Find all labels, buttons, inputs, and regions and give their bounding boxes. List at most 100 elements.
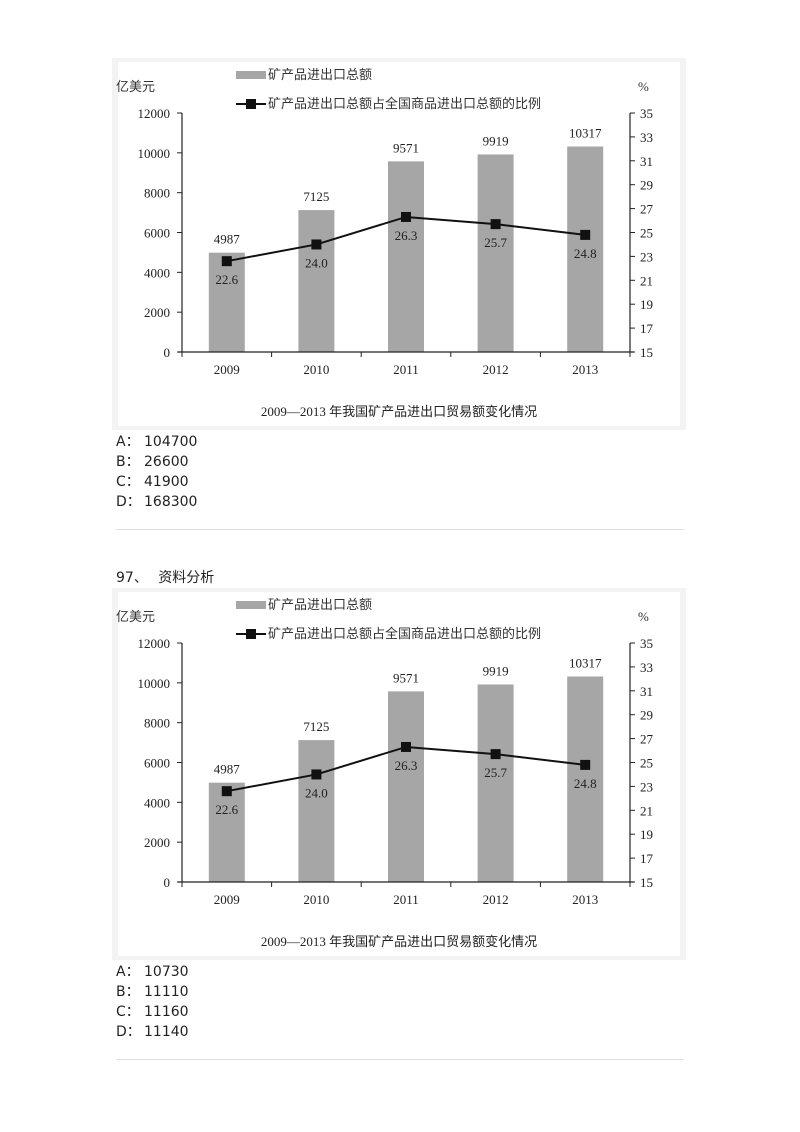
chart-caption: 2009—2013 年我国矿产品进出口贸易额变化情况 xyxy=(261,934,537,949)
x-tick-label: 2009 xyxy=(214,362,240,377)
right-axis-unit: % xyxy=(638,609,649,624)
line-marker-icon xyxy=(580,229,591,240)
bar xyxy=(567,146,604,352)
right-tick-label: 15 xyxy=(640,875,653,890)
line-value-label: 24.0 xyxy=(305,255,328,270)
bar-value-label: 9919 xyxy=(483,663,509,678)
left-tick-label: 8000 xyxy=(144,716,170,731)
line-marker-icon xyxy=(401,211,411,222)
x-tick-label: 2009 xyxy=(214,892,240,907)
bar xyxy=(388,691,424,882)
line-marker-icon xyxy=(311,769,322,780)
left-tick-label: 6000 xyxy=(144,226,170,241)
left-tick-label: 4000 xyxy=(144,795,170,810)
option-b[interactable]: B： 11110 xyxy=(116,982,189,1002)
option-d[interactable]: D： 168300 xyxy=(116,492,197,512)
chart-panel-1: 矿产品进出口总额 矿产品进出口总额占全国商品进出口总额的比例 亿美元% 4987 712… xyxy=(112,58,686,430)
bar-value-label: 10317 xyxy=(569,126,602,141)
left-tick-label: 10000 xyxy=(138,676,171,691)
right-tick-label: 29 xyxy=(640,178,653,193)
left-tick-label: 12000 xyxy=(138,106,171,121)
option-letter: B： xyxy=(116,984,140,1000)
options-list-2: A： 10730 B： 11110 C： 11160 D： 11140 xyxy=(116,962,189,1042)
right-tick-label: 19 xyxy=(640,827,653,842)
option-c[interactable]: C： 41900 xyxy=(116,472,197,492)
right-tick-label: 27 xyxy=(640,732,654,747)
x-tick-label: 2010 xyxy=(303,892,329,907)
bar-value-label: 9571 xyxy=(393,140,419,155)
left-tick-label: 12000 xyxy=(138,636,171,651)
bar xyxy=(567,676,604,882)
left-tick-label: 2000 xyxy=(144,835,170,850)
option-value: 11160 xyxy=(144,1004,189,1020)
option-value: 104700 xyxy=(144,434,198,450)
left-tick-label: 0 xyxy=(164,875,171,890)
options-list-1: A： 104700 B： 26600 C： 41900 D： 168300 xyxy=(116,432,197,512)
legend-line-label: 矿产品进出口总额占全国商品进出口总额的比例 xyxy=(268,626,541,641)
right-tick-label: 21 xyxy=(640,803,653,818)
x-tick-label: 2011 xyxy=(393,892,419,907)
legend-bar-label: 矿产品进出口总额 xyxy=(268,67,372,82)
bar-value-label: 9919 xyxy=(483,133,509,148)
right-tick-label: 27 xyxy=(640,202,654,217)
right-tick-label: 19 xyxy=(640,297,653,312)
chart-caption: 2009—2013 年我国矿产品进出口贸易额变化情况 xyxy=(261,404,537,419)
option-letter: D： xyxy=(116,494,141,510)
line-marker-icon xyxy=(401,741,411,752)
right-tick-label: 29 xyxy=(640,708,653,723)
separator xyxy=(116,529,684,530)
left-axis-unit: 亿美元 xyxy=(116,79,155,94)
legend-line-marker-icon xyxy=(246,629,256,639)
option-d[interactable]: D： 11140 xyxy=(116,1022,189,1042)
legend-bar-swatch-icon xyxy=(236,601,266,609)
bar xyxy=(208,782,245,882)
left-tick-label: 10000 xyxy=(138,146,171,161)
separator xyxy=(116,1059,684,1060)
left-tick-label: 4000 xyxy=(144,265,170,280)
option-value: 41900 xyxy=(144,474,189,490)
option-c[interactable]: C： 11160 xyxy=(116,1002,189,1022)
line-marker-icon xyxy=(490,749,501,760)
line-value-label: 26.3 xyxy=(395,758,418,773)
line-value-label: 26.3 xyxy=(395,228,418,243)
option-letter: C： xyxy=(116,1004,140,1020)
line-value-label: 24.0 xyxy=(305,785,328,800)
bar-value-label: 4987 xyxy=(214,232,241,247)
bar xyxy=(208,252,245,352)
option-a[interactable]: A： 104700 xyxy=(116,432,197,452)
line-marker-icon xyxy=(580,759,591,770)
option-b[interactable]: B： 26600 xyxy=(116,452,197,472)
line-value-label: 24.8 xyxy=(574,246,597,261)
legend-line-label: 矿产品进出口总额占全国商品进出口总额的比例 xyxy=(268,96,541,111)
line-marker-icon xyxy=(221,786,232,797)
question-heading: 资料分析 xyxy=(158,570,215,586)
bar-value-label: 10317 xyxy=(569,656,602,671)
left-axis-unit: 亿美元 xyxy=(116,609,155,624)
option-a[interactable]: A： 10730 xyxy=(116,962,189,982)
option-letter: D： xyxy=(116,1024,141,1040)
right-tick-label: 35 xyxy=(640,106,653,121)
bar xyxy=(477,684,514,882)
bar xyxy=(298,210,335,352)
x-tick-label: 2012 xyxy=(483,362,509,377)
right-tick-label: 21 xyxy=(640,273,653,288)
x-tick-label: 2010 xyxy=(303,362,329,377)
legend-line-marker-icon xyxy=(246,99,256,109)
option-value: 11110 xyxy=(144,984,189,1000)
option-letter: A： xyxy=(116,964,140,980)
right-tick-label: 17 xyxy=(640,321,654,336)
right-tick-label: 25 xyxy=(640,226,653,241)
x-tick-label: 2013 xyxy=(572,892,598,907)
bar xyxy=(477,154,514,352)
question-number: 97、 xyxy=(116,570,148,586)
line-value-label: 25.7 xyxy=(484,235,507,250)
chart-panel-2: 矿产品进出口总额 矿产品进出口总额占全国商品进出口总额的比例 亿美元% 4987 712… xyxy=(112,588,686,960)
bar-value-label: 7125 xyxy=(303,719,329,734)
right-tick-label: 15 xyxy=(640,345,653,360)
right-axis-unit: % xyxy=(638,79,649,94)
right-tick-label: 23 xyxy=(640,249,653,264)
right-tick-label: 23 xyxy=(640,779,653,794)
